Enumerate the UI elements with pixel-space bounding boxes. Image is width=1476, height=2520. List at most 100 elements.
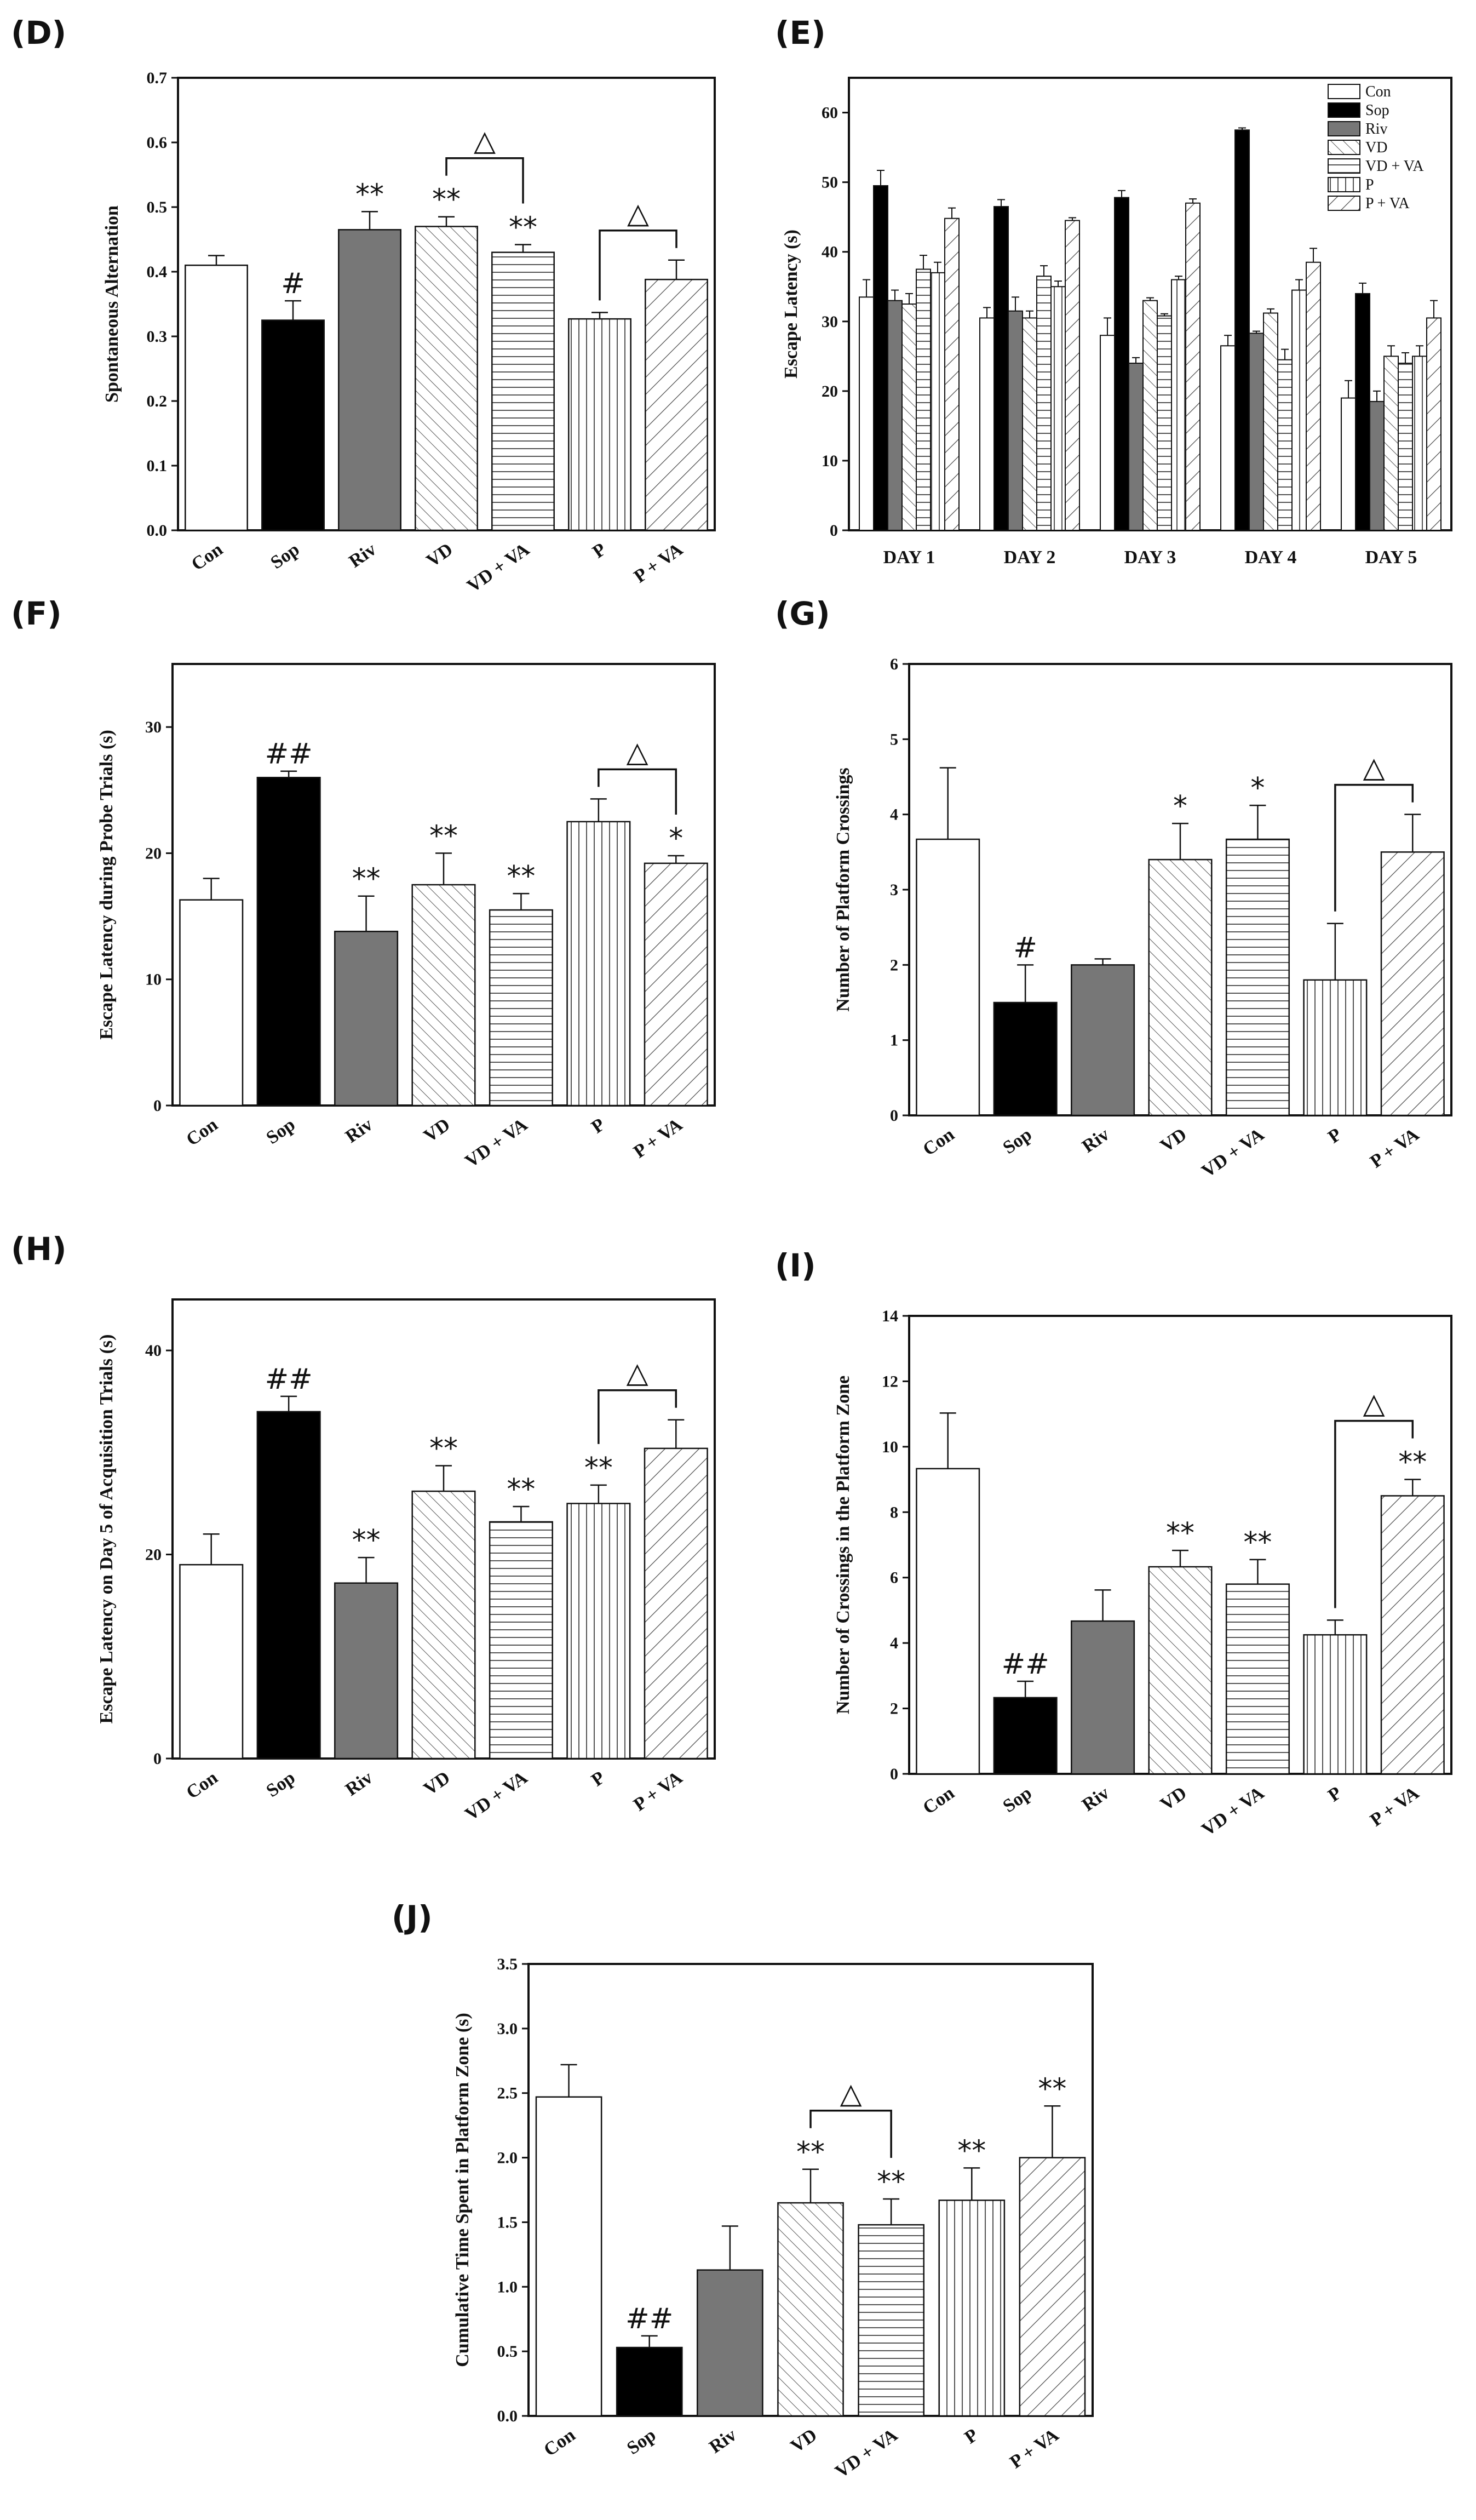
x-tick-label: Riv	[342, 1767, 376, 1800]
bar-sop-day-2	[993, 206, 1009, 531]
y-tick-label: 0	[830, 522, 838, 540]
y-tick-label: 3.5	[497, 1955, 518, 1973]
bar-vd-day-2	[1022, 317, 1037, 531]
x-tick-label: Con	[920, 1783, 958, 1818]
y-tick-label: 40	[822, 243, 838, 261]
y-tick-label: 14	[882, 1307, 898, 1325]
y-axis-label: Escape Latency (s)	[781, 230, 801, 379]
bracket-label: △	[627, 1357, 648, 1390]
bar-vd-day-4	[1263, 312, 1278, 531]
bar-con	[916, 1468, 980, 1775]
chart-panel-d: (D) 0.0 0.1 0.2 0.3 0.4 0.5 0.6 0.7 Spontaneous A…	[11, 14, 716, 597]
significance-marker: ##	[1002, 1648, 1049, 1681]
bar-riv	[334, 1582, 399, 1760]
significance-marker: **	[957, 2134, 986, 2167]
significance-marker: #	[281, 267, 305, 300]
y-tick-label: 4	[890, 1634, 898, 1652]
y-tick-label: 1	[890, 1032, 898, 1050]
bar-p-va	[645, 278, 708, 531]
bar-vd-va-day-3	[1157, 315, 1172, 531]
bar-vd	[777, 2202, 844, 2417]
panel-letter: (D)	[11, 14, 66, 51]
x-tick-label: DAY 3	[1124, 547, 1176, 568]
bar-p-va-day-2	[1065, 220, 1080, 531]
chart-panel-h: (H) 0 20 40 Escape Latency on Day 5 of Acqui…	[11, 1230, 716, 1825]
chart-panel-f: (F) 0 10 20 30 Escape Latency during Probe Tr…	[11, 595, 716, 1172]
x-tick-label: P + VA	[630, 539, 687, 587]
y-tick-label: 20	[145, 1546, 162, 1564]
bar-p-va-day-3	[1185, 202, 1201, 531]
x-tick-label: Sop	[1000, 1124, 1036, 1158]
y-axis-label: Escape Latency on Day 5 of Acquisition T…	[96, 1335, 117, 1724]
bar-con	[185, 264, 248, 531]
bar-sop	[993, 1697, 1058, 1775]
bar-p	[566, 1503, 631, 1760]
bar-vd	[1148, 858, 1213, 1116]
y-axis-label: Escape Latency during Probe Trials (s)	[96, 730, 117, 1040]
x-tick-label: P + VA	[1006, 2425, 1063, 2473]
legend-label: Sop	[1365, 102, 1389, 119]
bar-p-va-day-1	[944, 217, 960, 531]
x-tick-label: VD	[787, 2425, 820, 2456]
x-tick-label: P	[1324, 1124, 1345, 1147]
bar-con	[535, 2096, 602, 2417]
bar-sop	[261, 319, 325, 531]
significance-marker: **	[429, 1433, 458, 1465]
bar-con-day-4	[1220, 345, 1236, 531]
bar-vd-day-3	[1142, 300, 1158, 531]
x-tick-label: Con	[540, 2425, 579, 2460]
significance-marker: **	[796, 2136, 825, 2169]
y-tick-label: 20	[145, 844, 162, 862]
bar-p-va-day-5	[1426, 317, 1441, 531]
comparison-bracket	[598, 768, 677, 815]
x-tick-label: VD + VA	[831, 2425, 901, 2482]
bar-con-day-5	[1341, 397, 1356, 531]
significance-marker: **	[507, 860, 535, 893]
y-axis-label: Cumulative Time Spent in Platform Zone (…	[452, 2013, 473, 2367]
legend-swatch	[1328, 121, 1360, 136]
x-tick-label: VD	[1157, 1124, 1190, 1156]
x-tick-label: Sop	[267, 539, 303, 573]
bracket-label: △	[474, 125, 496, 158]
bar-sop	[993, 1001, 1058, 1116]
bar-sop-day-3	[1114, 197, 1129, 531]
bar-riv-day-5	[1369, 400, 1385, 531]
y-tick-label: 2.5	[497, 2084, 518, 2103]
x-tick-label: DAY 5	[1365, 547, 1417, 568]
x-tick-label: VD	[1157, 1783, 1190, 1814]
y-tick-label: 5	[890, 730, 898, 748]
bar-con	[916, 838, 980, 1116]
bar-p-va	[644, 862, 708, 1107]
panel-letter: (I)	[775, 1247, 816, 1284]
chart-panel-i: (I) 0 2 4 6 8 10 12 14 Number of Crossings in the…	[775, 1247, 1452, 1840]
bar-vd-va	[491, 251, 555, 531]
y-tick-label: 0	[890, 1765, 898, 1783]
x-tick-label: DAY 2	[1004, 547, 1056, 568]
y-tick-label: 3.0	[497, 2020, 518, 2038]
legend-swatch	[1328, 102, 1360, 118]
y-tick-label: 0.3	[147, 328, 168, 346]
significance-marker: **	[1038, 2072, 1066, 2105]
bar-riv-day-3	[1128, 363, 1144, 531]
bar-vd	[411, 884, 476, 1107]
bar-vd-va-day-5	[1398, 363, 1413, 531]
bar-vd-day-1	[901, 303, 917, 531]
bar-vd-va-day-1	[916, 268, 931, 531]
bar-p-day-2	[1050, 286, 1066, 531]
y-tick-label: 2	[890, 956, 898, 974]
panel-letter: (J)	[392, 1899, 433, 1936]
bar-sop-day-1	[873, 185, 888, 531]
bar-con	[179, 1563, 244, 1760]
x-tick-label: VD + VA	[463, 539, 533, 597]
significance-marker: ##	[625, 2303, 673, 2335]
x-tick-label: Sop	[1000, 1783, 1036, 1817]
x-tick-label: P	[961, 2425, 982, 2448]
significance-marker: **	[1243, 1526, 1272, 1559]
y-tick-label: 0.0	[497, 2407, 518, 2425]
y-tick-label: 30	[145, 718, 162, 736]
legend-label: P + VA	[1365, 195, 1410, 212]
y-tick-label: 0.5	[497, 2343, 518, 2361]
bar-p-va	[1380, 1495, 1445, 1775]
bar-riv	[334, 930, 399, 1107]
x-tick-label: VD + VA	[462, 1114, 532, 1172]
